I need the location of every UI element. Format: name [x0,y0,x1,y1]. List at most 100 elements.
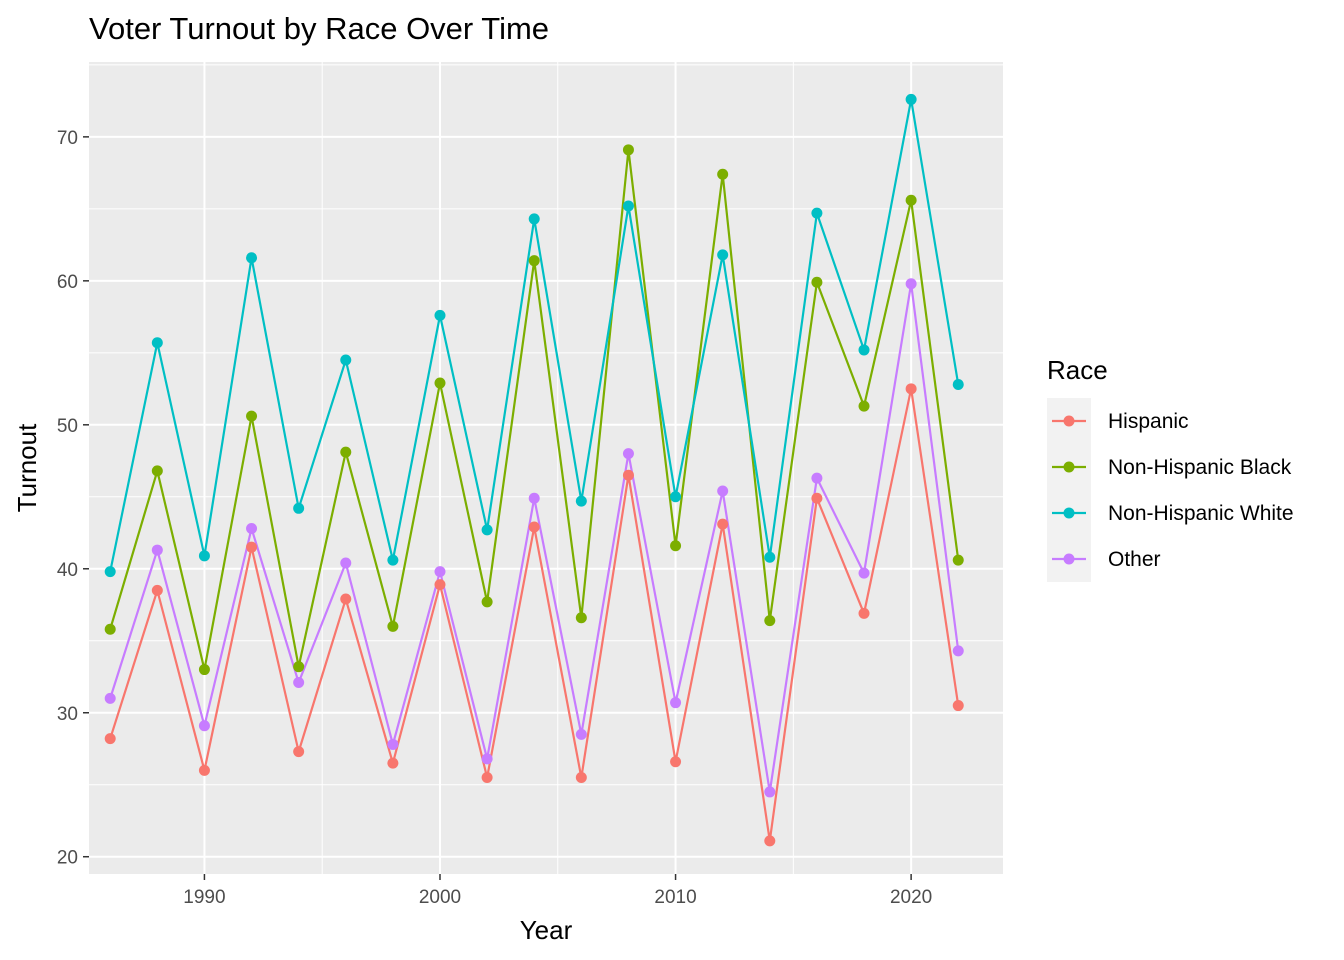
legend: Race Hispanic Non-Hispanic Black Non-Hispa… [1047,355,1294,582]
data-point-other [104,692,116,704]
data-point-non-hispanic-black [293,661,305,673]
data-point-hispanic [575,772,587,784]
legend-label: Non-Hispanic Black [1108,456,1292,479]
y-tick-label: 40 [57,560,78,581]
data-point-hispanic [952,700,964,712]
data-point-non-hispanic-black [858,400,870,412]
data-point-other [905,278,917,290]
data-point-non-hispanic-white [575,495,587,507]
data-point-non-hispanic-black [670,540,682,552]
data-point-hispanic [622,469,634,481]
data-point-non-hispanic-white [340,354,352,366]
x-axis-title: Year [520,915,573,945]
data-point-non-hispanic-white [434,309,446,321]
data-point-non-hispanic-black [151,465,163,477]
data-point-hispanic [246,541,258,553]
data-point-non-hispanic-white [764,551,776,563]
data-point-non-hispanic-white [905,93,917,105]
data-point-non-hispanic-black [952,554,964,566]
data-point-other [952,645,964,657]
data-point-non-hispanic-black [387,620,399,632]
data-point-other [340,557,352,569]
data-point-non-hispanic-black [905,194,917,206]
data-point-other [622,448,634,460]
data-point-hispanic [528,521,540,533]
data-point-non-hispanic-white [293,502,305,514]
data-point-non-hispanic-black [717,168,729,180]
data-point-non-hispanic-black [811,276,823,288]
chart-title: Voter Turnout by Race Over Time [89,11,549,46]
minor-gridlines [89,62,1003,874]
data-point-non-hispanic-black [622,144,634,156]
data-point-non-hispanic-black [528,255,540,267]
data-point-non-hispanic-black [481,596,493,608]
x-tick-label: 1990 [183,887,225,908]
data-point-non-hispanic-white [670,491,682,503]
data-point-hispanic [151,584,163,596]
legend-key-point [1063,415,1075,427]
data-point-non-hispanic-white [858,344,870,356]
data-point-non-hispanic-white [151,337,163,349]
y-tick-label: 60 [57,272,78,293]
data-point-hispanic [858,607,870,619]
data-point-other [387,738,399,750]
data-point-hispanic [340,593,352,605]
legend-key-point [1063,553,1075,565]
data-point-non-hispanic-black [104,623,116,635]
data-point-other [858,567,870,579]
data-point-hispanic [670,756,682,768]
data-point-hispanic [293,746,305,758]
legend-item: Non-Hispanic White [1052,502,1294,525]
x-axis: 1990 2000 2010 2020 [183,874,932,908]
data-point-other [764,786,776,798]
legend-item: Other [1052,548,1161,571]
data-point-other [434,566,446,578]
data-point-other [528,492,540,504]
data-point-other [151,544,163,556]
data-point-hispanic [905,383,917,395]
data-point-hispanic [198,764,210,776]
data-point-non-hispanic-black [340,446,352,458]
data-point-hispanic [104,733,116,745]
data-point-non-hispanic-black [246,410,258,422]
y-tick-label: 20 [57,848,78,869]
data-point-other [481,753,493,765]
data-point-non-hispanic-white [528,213,540,225]
legend-label: Hispanic [1108,410,1189,433]
y-axis: 20 30 40 50 60 70 [57,128,89,869]
data-point-non-hispanic-black [575,612,587,624]
data-point-non-hispanic-white [811,207,823,219]
data-point-hispanic [811,492,823,504]
legend-item: Hispanic [1052,410,1189,433]
data-point-hispanic [481,772,493,784]
data-point-non-hispanic-white [104,566,116,578]
data-point-non-hispanic-white [481,524,493,536]
legend-title: Race [1047,355,1108,385]
data-point-other [198,720,210,732]
y-axis-title: Turnout [12,423,42,512]
data-point-non-hispanic-white [198,550,210,562]
series-points [104,93,964,847]
data-point-other [811,472,823,484]
x-tick-label: 2010 [654,887,696,908]
data-point-other [246,522,258,534]
data-point-other [293,677,305,689]
data-point-non-hispanic-white [246,252,258,264]
legend-label: Other [1108,548,1161,571]
data-point-non-hispanic-black [434,377,446,389]
data-point-hispanic [717,518,729,530]
legend-item: Non-Hispanic Black [1052,456,1292,479]
plot-panel [89,62,1003,874]
data-point-hispanic [434,579,446,591]
data-point-non-hispanic-white [952,378,964,390]
y-tick-label: 30 [57,704,78,725]
x-tick-label: 2020 [890,887,932,908]
y-tick-label: 50 [57,416,78,437]
data-point-non-hispanic-black [764,615,776,627]
data-point-other [670,697,682,709]
data-point-hispanic [764,835,776,847]
data-point-hispanic [387,757,399,769]
data-point-non-hispanic-black [198,664,210,676]
data-point-other [575,728,587,740]
